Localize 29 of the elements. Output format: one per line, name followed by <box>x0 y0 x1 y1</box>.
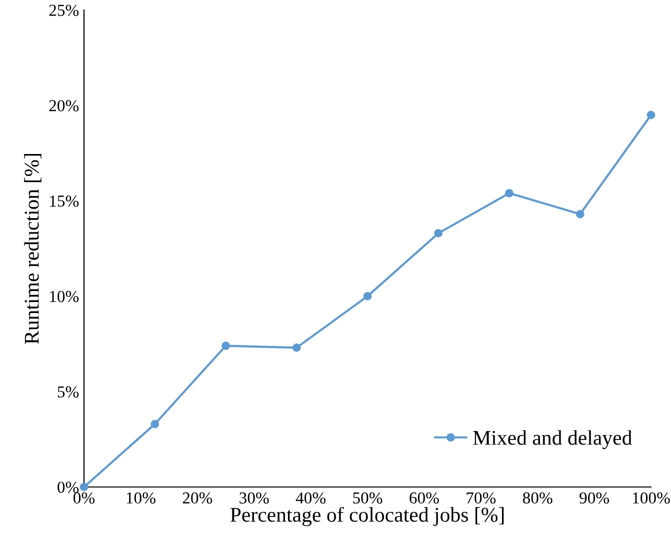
legend-label: Mixed and delayed <box>473 430 632 450</box>
point <box>434 229 443 238</box>
point <box>363 292 372 300</box>
x-tick-label: 40% <box>296 492 326 504</box>
x-tick-label: 90% <box>580 492 610 504</box>
point <box>576 210 584 218</box>
y-tick-label: 25% <box>49 4 79 16</box>
point <box>150 420 160 428</box>
point <box>80 482 88 492</box>
x-tick-label: 20% <box>182 492 212 504</box>
x-tick-label: 50% <box>353 492 382 504</box>
x-tick-label: 60% <box>410 492 439 504</box>
y-tick-label: 10% <box>50 290 79 302</box>
x-tick-label: 100% <box>633 492 670 504</box>
y-tick-label: 15% <box>50 196 79 207</box>
y-tick-label: 0% <box>58 482 79 493</box>
point <box>646 110 656 120</box>
y-axis-title: Runtime reduction [%] <box>24 154 42 344</box>
x-tick-label: 30% <box>240 492 269 504</box>
x-axis-title: Percentage of colocated jobs [%] <box>230 506 504 526</box>
x-tick-label: 80% <box>522 492 552 504</box>
point <box>292 344 301 352</box>
x-tick-label: 0% <box>74 492 95 504</box>
point <box>222 342 230 350</box>
x-tick-label: 10% <box>126 492 156 504</box>
x-tick-label: 70% <box>466 492 496 504</box>
point <box>505 189 514 198</box>
y-tick-label: 20% <box>49 100 79 112</box>
y-tick-label: 5% <box>58 386 79 398</box>
